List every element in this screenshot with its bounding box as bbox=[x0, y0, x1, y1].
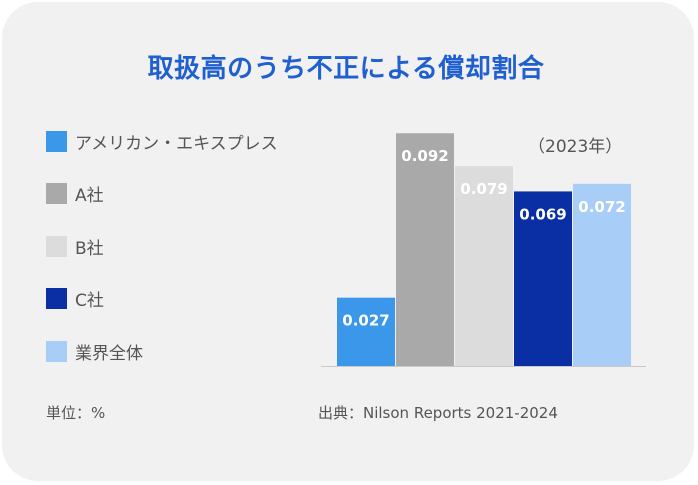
legend-swatch-company-b bbox=[46, 235, 67, 257]
unit-note: 単位：% bbox=[46, 404, 106, 422]
bar-value-label-4: 0.072 bbox=[578, 198, 625, 216]
legend-label-company-b: B社 bbox=[75, 238, 104, 259]
legend-label-company-c: C社 bbox=[75, 291, 104, 311]
legend-item-industry: 業界全体 bbox=[46, 338, 278, 364]
legend-swatch-company-a bbox=[46, 183, 67, 204]
legend-label-amex: アメリカン・エキスプレス bbox=[75, 133, 278, 154]
legend-swatch-amex bbox=[46, 130, 67, 152]
bar-4 bbox=[573, 183, 631, 366]
bar-1 bbox=[396, 133, 454, 366]
legend-label-industry: 業界全体 bbox=[75, 343, 143, 364]
bar-2 bbox=[455, 166, 513, 366]
legend-item-company-b: B社 bbox=[46, 233, 278, 259]
bar-value-label-1: 0.092 bbox=[401, 147, 448, 165]
chart-title: 取扱高のうち不正による償却割合 bbox=[147, 54, 545, 84]
bar-value-label-3: 0.069 bbox=[519, 205, 566, 223]
year-note: （2023年） bbox=[528, 137, 623, 157]
bar-value-label-0: 0.027 bbox=[342, 312, 389, 330]
legend-label-company-a: A社 bbox=[75, 186, 104, 206]
bar-0 bbox=[337, 297, 395, 366]
legend-swatch-industry bbox=[46, 340, 67, 362]
bar-3 bbox=[514, 191, 572, 366]
legend-item-amex: アメリカン・エキスプレス bbox=[46, 128, 278, 154]
legend-item-company-c: C社 bbox=[46, 286, 278, 312]
legend: アメリカン・エキスプレス A社 B社 C社 業界全体 bbox=[46, 128, 278, 391]
legend-item-company-a: A社 bbox=[46, 181, 278, 207]
source-note: 出典：Nilson Reports 2021-2024 bbox=[318, 404, 558, 422]
legend-swatch-company-c bbox=[46, 288, 67, 309]
bar-value-label-2: 0.079 bbox=[460, 180, 507, 198]
